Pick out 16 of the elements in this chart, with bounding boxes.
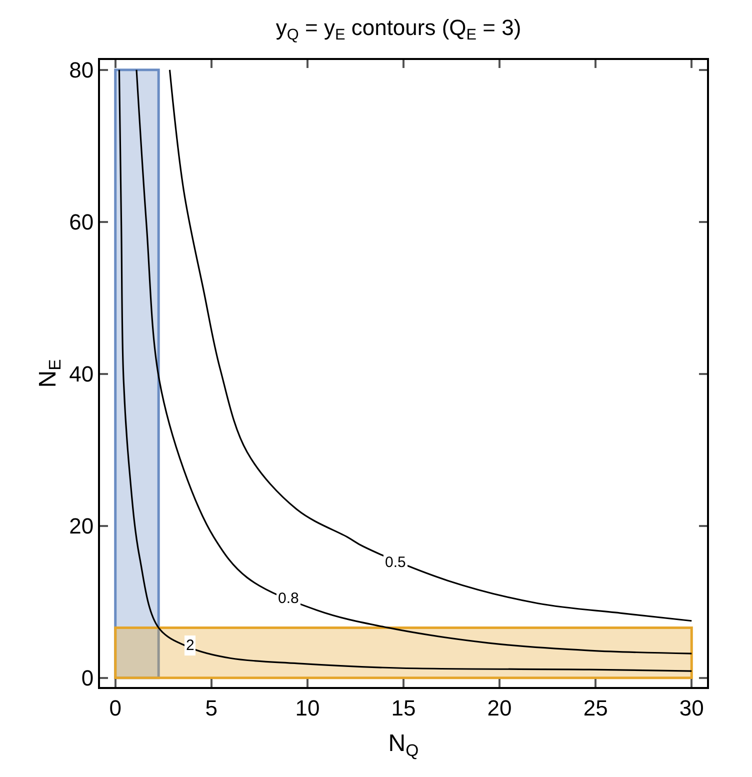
annotation: 0.5 (385, 554, 406, 571)
y-tick-label: 0 (81, 666, 94, 691)
x-tick-label: 0 (109, 695, 122, 720)
x-tick-label: 25 (583, 695, 608, 720)
y-tick-label: 60 (69, 210, 94, 235)
chart-title: y$_{Q}$ = y$_{E}$ contours (Q$_{E}$ = 3) (276, 14, 522, 44)
x-tick-label: 10 (295, 695, 320, 720)
x-tick-label: 5 (205, 695, 218, 720)
y-tick-label: 40 (69, 362, 94, 387)
x-tick-label: 20 (487, 695, 512, 720)
y-tick-label: 80 (69, 58, 94, 83)
x-tick-label: 15 (391, 695, 416, 720)
y-tick-label: 20 (69, 514, 94, 539)
x-tick-label: 30 (679, 695, 704, 720)
annotation: 0.8 (278, 590, 299, 607)
x-axis-title: N$_{Q}$ (388, 730, 419, 760)
